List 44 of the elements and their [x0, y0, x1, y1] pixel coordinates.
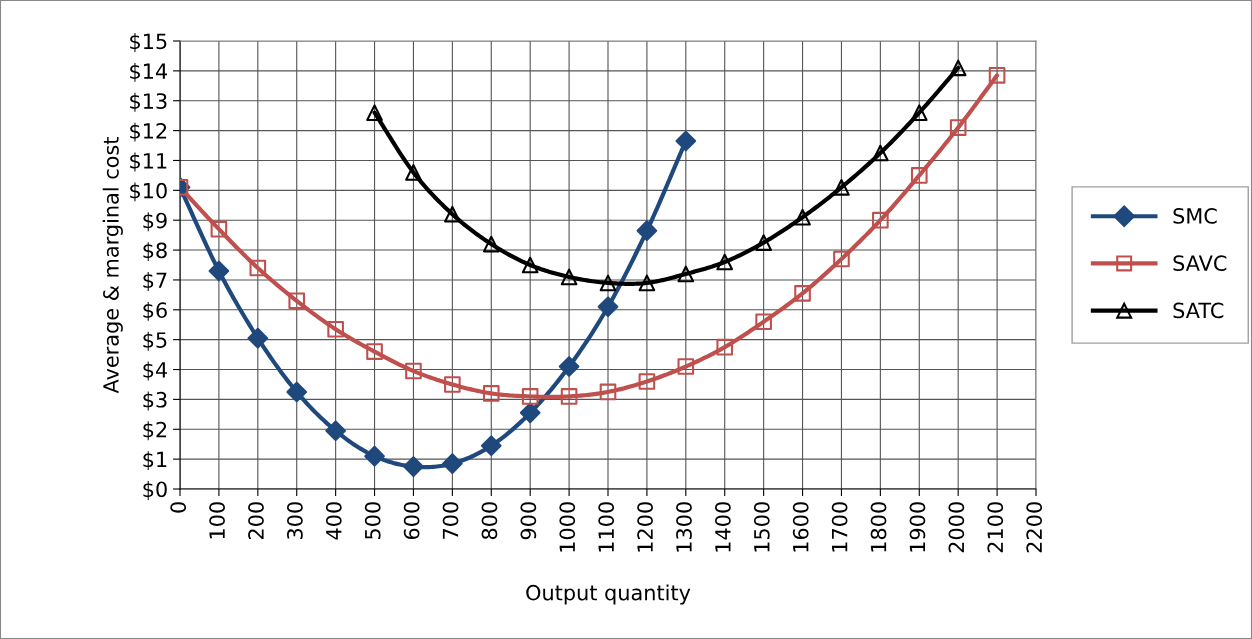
x-tick-label: 1500 — [753, 502, 770, 552]
x-tick-label: 1600 — [792, 502, 809, 552]
y-tick-label: $10 — [130, 182, 167, 202]
x-tick-label: 700 — [442, 502, 459, 539]
x-tick-label: 1400 — [715, 502, 731, 552]
y-tick-label: $14 — [130, 62, 168, 82]
y-tick-label: $5 — [143, 331, 167, 351]
y-tick-label: $7 — [143, 272, 167, 291]
y-tick-label: $4 — [143, 361, 168, 381]
x-tick-label: 400 — [325, 502, 342, 540]
x-tick-label: 2100 — [987, 502, 1004, 553]
x-axis-title: Output quantity — [526, 584, 691, 605]
x-tick-label: 1000 — [559, 502, 576, 552]
x-tick-label: 100 — [209, 502, 225, 539]
y-tick-label: $1 — [143, 451, 167, 471]
y-tick-label: $0 — [143, 481, 167, 500]
x-tick-label: 1700 — [831, 502, 848, 552]
legend-label: SMC — [1173, 208, 1217, 224]
y-tick-label: $13 — [130, 92, 167, 112]
y-tick-label: $15 — [130, 33, 167, 52]
y-tick-label: $2 — [143, 421, 167, 441]
x-tick-label: 2000 — [948, 502, 965, 553]
x-tick-label: 1100 — [598, 502, 615, 552]
y-tick-label: $11 — [130, 152, 167, 172]
x-tick-label: 0 — [170, 502, 187, 513]
x-tick-label: 2200 — [1026, 502, 1043, 553]
x-tick-label: 1200 — [637, 502, 653, 552]
x-tick-label: 800 — [481, 502, 498, 540]
legend-label: SAVC — [1173, 255, 1227, 272]
legend-label: SATC — [1173, 302, 1224, 319]
x-tick-label: 1800 — [870, 502, 887, 552]
y-axis-title: Average & marginal cost — [102, 137, 123, 394]
y-tick-label: $12 — [130, 122, 167, 142]
x-tick-label: 200 — [248, 502, 264, 540]
y-tick-label: $9 — [143, 212, 167, 232]
x-tick-label: 500 — [364, 502, 381, 539]
x-tick-label: 1300 — [676, 502, 692, 552]
x-tick-label: 900 — [520, 502, 537, 540]
x-tick-label: 600 — [403, 502, 420, 540]
y-tick-label: $6 — [143, 301, 167, 321]
y-tick-label: $3 — [143, 391, 167, 411]
y-tick-label: $8 — [143, 242, 167, 262]
x-tick-label: 300 — [287, 502, 303, 539]
x-tick-label: 1900 — [909, 502, 926, 552]
